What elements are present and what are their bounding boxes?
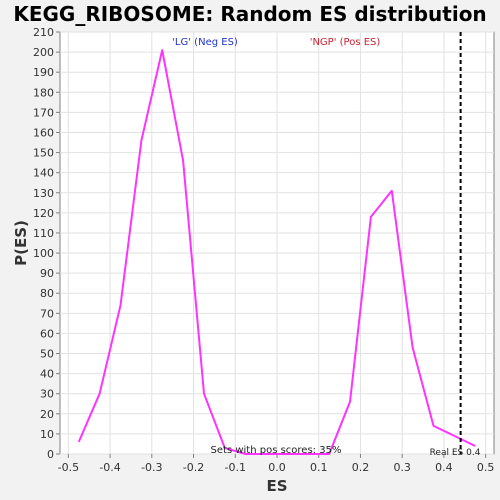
y-tick-label: 170 <box>33 106 54 119</box>
x-axis-ticks: -0.5 -0.4 -0.3 -0.2 -0.1 0.0 0.1 0.2 0.3 0.4 0.5 <box>58 454 495 474</box>
y-axis-ticks: 0 10 20 30 40 50 60 70 80 90 100 110 120 130 140 150 160… <box>33 26 60 461</box>
y-tick-label: 0 <box>47 448 54 461</box>
y-tick-label: 130 <box>33 187 54 200</box>
y-tick-label: 70 <box>40 307 54 320</box>
y-tick-label: 190 <box>33 66 54 79</box>
y-tick-label: 100 <box>33 247 54 260</box>
y-tick-label: 40 <box>40 368 54 381</box>
grid-lines <box>60 31 494 455</box>
y-tick-label: 30 <box>40 388 54 401</box>
y-tick-label: 120 <box>33 207 54 220</box>
y-tick-label: 10 <box>40 428 54 441</box>
x-tick-label: -0.4 <box>99 461 120 474</box>
neg-es-label: 'LG' (Neg ES) <box>172 37 238 48</box>
x-tick-label: 0.3 <box>393 461 411 474</box>
x-tick-label: 0.5 <box>477 461 495 474</box>
y-tick-label: 200 <box>33 46 54 59</box>
y-tick-label: 20 <box>40 408 54 421</box>
y-tick-label: 150 <box>33 147 54 160</box>
real-es-label: Real ES 0.4 <box>430 448 481 458</box>
y-tick-label: 210 <box>33 26 54 39</box>
y-tick-label: 60 <box>40 327 54 340</box>
y-tick-label: 50 <box>40 348 54 361</box>
pos-scores-label: Sets with pos scores: 35% <box>211 445 342 456</box>
x-tick-label: 0.1 <box>310 461 328 474</box>
y-tick-label: 80 <box>40 287 54 300</box>
series-line <box>77 49 476 455</box>
y-tick-label: 180 <box>33 86 54 99</box>
y-tick-label: 110 <box>33 227 54 240</box>
pos-es-label: 'NGP' (Pos ES) <box>310 37 381 48</box>
chart-title: KEGG_RIBOSOME: Random ES distribution <box>13 2 486 26</box>
x-tick-label: -0.2 <box>183 461 204 474</box>
y-tick-label: 90 <box>40 267 54 280</box>
x-tick-label: 0.4 <box>435 461 453 474</box>
x-tick-label: 0.2 <box>352 461 370 474</box>
x-tick-label: -0.1 <box>225 461 246 474</box>
x-tick-label: -0.5 <box>58 461 79 474</box>
x-axis-label: ES <box>266 477 287 495</box>
y-tick-label: 160 <box>33 126 54 139</box>
x-tick-label: -0.3 <box>141 461 162 474</box>
y-tick-label: 140 <box>33 167 54 180</box>
y-axis-label: P(ES) <box>12 220 30 266</box>
x-tick-label: 0.0 <box>268 461 286 474</box>
